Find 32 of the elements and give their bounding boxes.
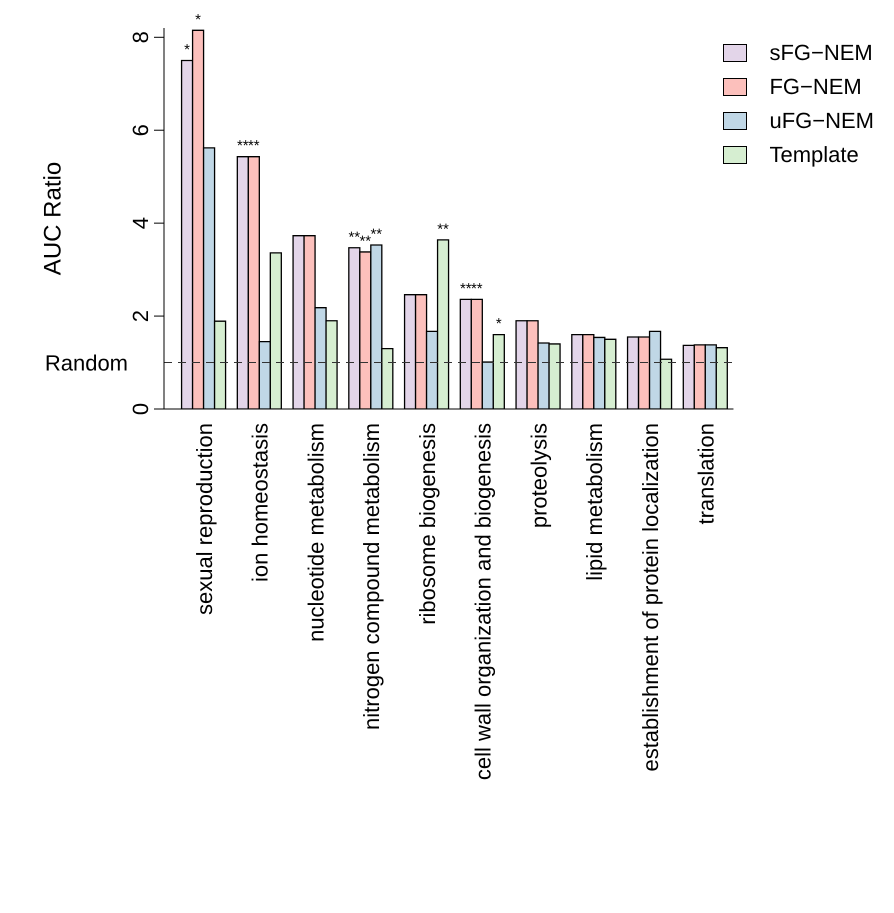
data-label: ** bbox=[236, 138, 249, 155]
x-tick-label: establishment of protein localization bbox=[638, 423, 663, 772]
data-label: ** bbox=[248, 138, 260, 155]
data-label: * bbox=[195, 11, 202, 28]
data-label: * bbox=[496, 316, 502, 333]
legend-label: sFG−NEM bbox=[769, 40, 873, 66]
y-tick-label: 6 bbox=[128, 124, 153, 136]
x-tick-label: lipid metabolism bbox=[582, 423, 608, 581]
data-label: ** bbox=[370, 226, 382, 243]
ref-line-label: Random bbox=[44, 350, 128, 376]
data-label: ** bbox=[359, 232, 372, 250]
y-axis-title: AUC Ratio bbox=[40, 162, 67, 276]
data-label: ** bbox=[348, 228, 360, 246]
legend-label: uFG−NEM bbox=[769, 108, 874, 134]
legend-label: Template bbox=[769, 142, 859, 168]
x-tick-label: translation bbox=[694, 423, 719, 525]
x-tick-label: nitrogen compound metabolism bbox=[359, 423, 384, 730]
x-tick-label: ribosome biogenesis bbox=[414, 423, 440, 625]
y-tick-label: 2 bbox=[128, 310, 153, 322]
x-tick-label: ion homeostasis bbox=[248, 423, 273, 582]
legend-label: FG−NEM bbox=[769, 74, 862, 100]
x-tick-label: proteolysis bbox=[526, 423, 552, 528]
y-tick-label: 0 bbox=[128, 402, 153, 416]
x-tick-label: sexual reproduction bbox=[192, 423, 217, 616]
data-label: ** bbox=[470, 280, 483, 298]
y-tick-label: 8 bbox=[128, 31, 153, 44]
x-tick-label: nucleotide metabolism bbox=[303, 423, 328, 642]
data-label: * bbox=[184, 42, 190, 59]
y-tick-label: 4 bbox=[128, 217, 153, 230]
x-tick-label: cell wall organization and biogenesis bbox=[470, 423, 496, 780]
data-label: ** bbox=[437, 220, 450, 238]
data-label: ** bbox=[460, 280, 472, 298]
